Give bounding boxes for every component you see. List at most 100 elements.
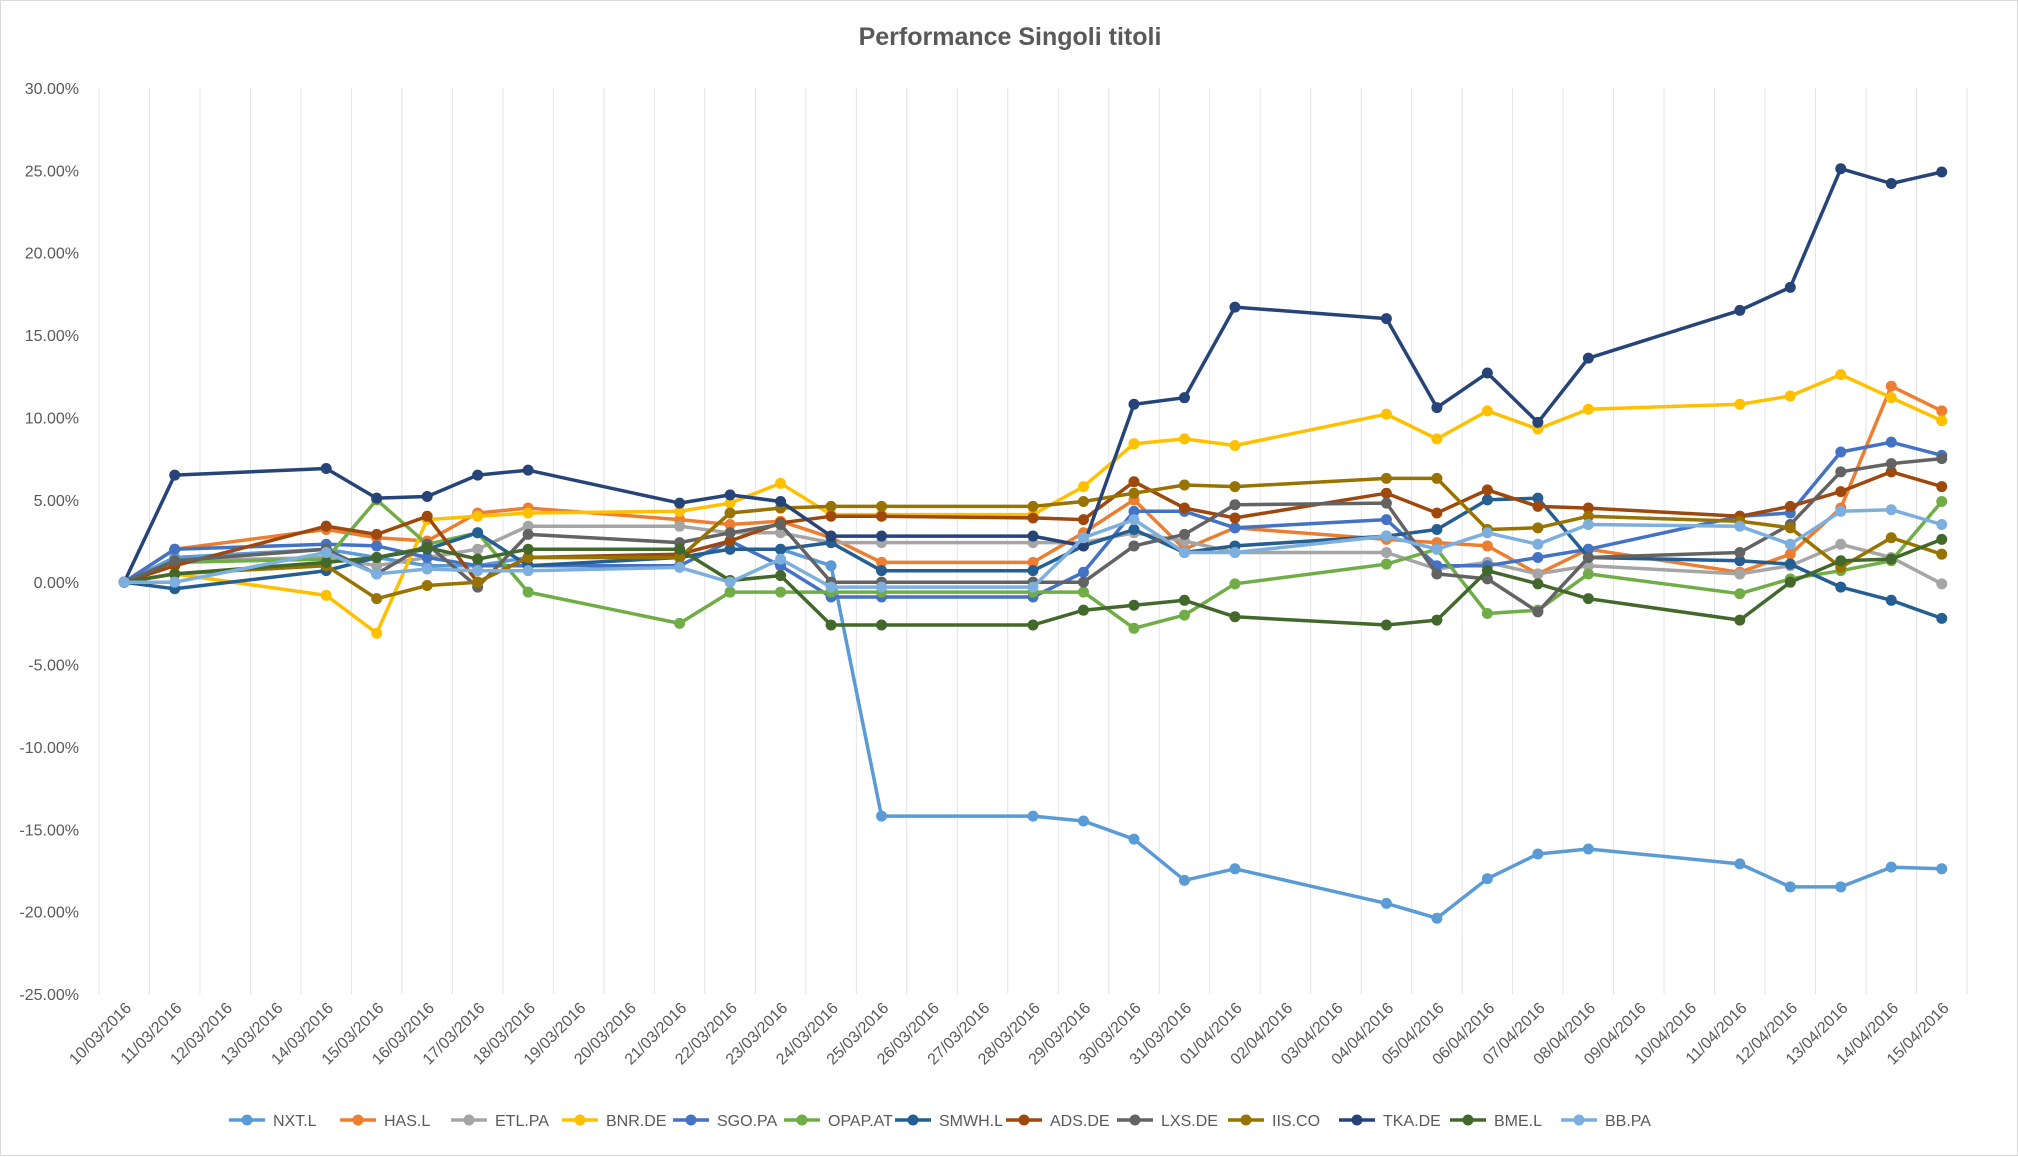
data-point	[1229, 522, 1241, 534]
legend-swatch-marker	[1351, 1114, 1363, 1126]
data-point	[1229, 499, 1241, 511]
legend-item: TKA.DE	[1339, 1113, 1441, 1130]
data-point	[1835, 446, 1847, 458]
data-point	[674, 543, 686, 555]
data-point	[1027, 530, 1039, 542]
data-point	[1532, 848, 1544, 860]
data-point	[1027, 512, 1039, 524]
legend-swatch-marker	[574, 1114, 586, 1126]
data-point	[674, 551, 686, 563]
data-point	[371, 627, 383, 639]
data-point	[1431, 543, 1443, 555]
data-point	[1885, 532, 1897, 544]
data-point	[1885, 178, 1897, 190]
data-point	[1077, 481, 1089, 493]
legend-item: OPAP.AT	[784, 1113, 893, 1130]
y-axis: 30.00% 25.00% 20.00% 15.00% 10.00% 5.00% 0.00%…	[19, 81, 79, 1004]
data-point	[1380, 313, 1392, 325]
data-point	[371, 528, 383, 540]
y-tick-label: -25.00%	[19, 987, 79, 1004]
legend-item: ETL.PA	[451, 1113, 549, 1130]
data-point	[1784, 881, 1796, 893]
data-point	[876, 810, 888, 822]
data-point	[1936, 495, 1948, 507]
legend-swatch-marker	[1018, 1114, 1030, 1126]
data-point	[1936, 533, 1948, 545]
data-point	[1229, 512, 1241, 524]
data-point	[1936, 166, 1948, 178]
data-point	[1532, 538, 1544, 550]
data-point	[1128, 833, 1140, 845]
data-point	[876, 565, 888, 577]
data-point	[1784, 538, 1796, 550]
data-point	[472, 565, 484, 577]
legend-swatch-marker	[1240, 1114, 1252, 1126]
data-point	[1936, 612, 1948, 624]
legend-label: IIS.CO	[1272, 1113, 1320, 1130]
data-point	[1835, 163, 1847, 175]
data-point	[1582, 551, 1594, 563]
data-point	[1936, 481, 1948, 493]
data-point	[169, 568, 181, 580]
data-point	[1077, 604, 1089, 616]
legend-swatch-marker	[796, 1114, 808, 1126]
data-point	[421, 579, 433, 591]
data-point	[775, 495, 787, 507]
data-point	[522, 528, 534, 540]
legend-label: BNR.DE	[606, 1113, 666, 1130]
data-point	[775, 586, 787, 598]
data-point	[1027, 556, 1039, 568]
series-HAS.L	[118, 380, 1948, 588]
y-tick-label: -10.00%	[19, 740, 79, 757]
data-point	[1128, 514, 1140, 526]
data-point	[320, 520, 332, 532]
data-point	[1835, 505, 1847, 517]
data-point	[421, 542, 433, 554]
legend-label: BME.L	[1494, 1113, 1542, 1130]
data-point	[1835, 581, 1847, 593]
series-BME.L	[118, 533, 1948, 631]
legend-item: HAS.L	[340, 1113, 430, 1130]
data-point	[1077, 576, 1089, 588]
data-point	[421, 563, 433, 575]
data-point	[1734, 858, 1746, 870]
data-point	[1027, 619, 1039, 631]
data-point	[1431, 433, 1443, 445]
data-point	[169, 555, 181, 567]
data-point	[1178, 547, 1190, 559]
data-point	[775, 477, 787, 489]
data-point	[1784, 390, 1796, 402]
data-point	[1481, 494, 1493, 506]
data-point	[1431, 568, 1443, 580]
data-point	[1582, 510, 1594, 522]
legend-label: OPAP.AT	[828, 1113, 893, 1130]
data-point	[1027, 500, 1039, 512]
data-point	[1380, 497, 1392, 509]
data-point	[1178, 502, 1190, 514]
data-point	[825, 581, 837, 593]
x-axis: 10/03/201611/03/201612/03/201613/03/2016…	[66, 1000, 1952, 1069]
y-tick-label: 10.00%	[25, 410, 79, 427]
data-point	[472, 527, 484, 539]
data-point	[1077, 815, 1089, 827]
legend: NXT.L HAS.L ETL.PA BNR.DE SGO.PA OPAP.AT SMWH.…	[229, 1113, 1651, 1130]
data-point	[522, 520, 534, 532]
data-point	[724, 586, 736, 598]
legend-swatch-marker	[352, 1114, 364, 1126]
data-point	[1734, 398, 1746, 410]
data-point	[522, 551, 534, 563]
legend-item: SGO.PA	[673, 1113, 777, 1130]
y-tick-label: -20.00%	[19, 905, 79, 922]
data-point	[1229, 611, 1241, 623]
data-point	[674, 497, 686, 509]
legend-label: ADS.DE	[1050, 1113, 1110, 1130]
data-point	[1784, 522, 1796, 534]
data-point	[1229, 578, 1241, 590]
data-point	[522, 565, 534, 577]
data-point	[1027, 565, 1039, 577]
data-point	[876, 500, 888, 512]
data-point	[1481, 607, 1493, 619]
data-point	[1734, 555, 1746, 567]
data-point	[1885, 380, 1897, 392]
